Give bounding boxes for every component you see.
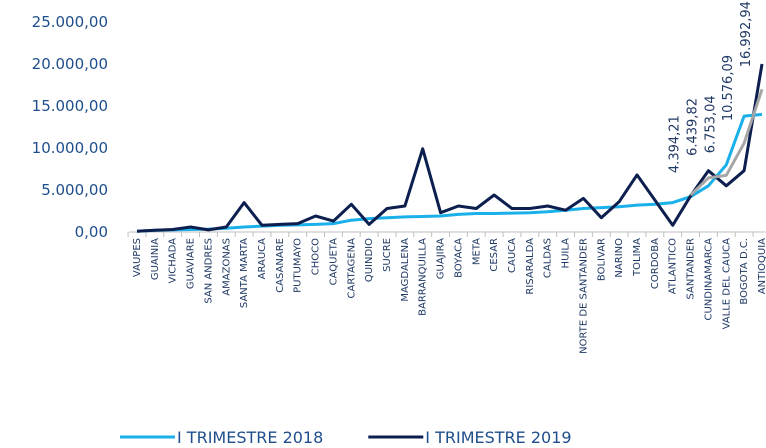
x-tick-label: SANTA MARTA (239, 238, 250, 308)
x-tick-label: SANTANDER (686, 238, 697, 300)
x-tick-label: VICHADA (168, 238, 179, 284)
x-tick-label: ARAUCA (257, 238, 268, 280)
x-tick-label: MAGDALENA (400, 238, 411, 302)
data-label: 6.439,82 (685, 98, 700, 156)
x-tick-label: VAUPES (132, 238, 143, 277)
x-tick-label: VALLE DEL CAUCA (721, 238, 732, 330)
x-tick-label: BOGOTA D.C. (739, 238, 750, 305)
legend-label: I TRIMESTRE 2019 (425, 428, 571, 447)
series-line (136, 63, 764, 233)
x-tick-label: GUAVIARE (186, 238, 197, 289)
x-tick-label: GUAINIA (150, 238, 161, 280)
x-tick-label: CESAR (489, 238, 500, 272)
x-tick-label: CUNDINAMARCA (703, 238, 714, 321)
y-tick-label: 0,00 (75, 223, 108, 241)
x-tick-label: NORTE DE SANTANDER (578, 238, 589, 354)
x-tick-label: CASANARE (275, 238, 286, 293)
x-tick-label: NARINO (614, 238, 625, 278)
x-tick-label: AMAZONAS (221, 238, 232, 296)
x-tick-label: CAQUETA (328, 238, 339, 285)
data-label: 4.394,21 (668, 115, 683, 173)
y-tick-label: 5.000,00 (41, 181, 108, 199)
data-label: 6.753,04 (703, 95, 718, 153)
x-tick-label: QUINDIO (364, 238, 375, 282)
x-tick-label: RISARALDA (525, 238, 536, 295)
y-tick-label: 15.000,00 (32, 97, 108, 115)
x-tick-label: BOYACA (453, 238, 464, 278)
x-tick-label: CHOCO (311, 238, 322, 275)
x-tick-label: TOLIMA (632, 238, 643, 277)
data-label: 16.992,94 (739, 1, 754, 67)
x-tick-label: META (471, 238, 482, 265)
x-tick-label: ANTIOQUIA (757, 238, 766, 294)
x-tick-label: SUCRE (382, 238, 393, 272)
x-tick-label: GUAJIRA (436, 238, 447, 279)
x-tick-label: BOLIVAR (596, 238, 607, 281)
y-tick-label: 10.000,00 (32, 139, 108, 157)
y-tick-label: 20.000,00 (32, 55, 108, 73)
x-tick-label: CAUCA (507, 238, 518, 273)
x-tick-label: SAN ANDRES (203, 238, 214, 304)
data-label: 10.576,09 (721, 55, 736, 121)
x-tick-label: HUILA (561, 238, 572, 269)
x-tick-label: ATLANTICO (668, 238, 679, 294)
legend-label: I TRIMESTRE 2018 (177, 428, 323, 447)
x-tick-label: CALDAS (543, 238, 554, 278)
series-line (689, 88, 764, 197)
x-tick-label: CARTAGENA (346, 238, 357, 299)
x-tick-label: BARRANQUILLA (418, 238, 429, 316)
y-tick-label: 25.000,00 (32, 13, 108, 31)
x-tick-label: CORDOBA (650, 238, 661, 289)
x-tick-label: PUTUMAYO (293, 238, 304, 293)
